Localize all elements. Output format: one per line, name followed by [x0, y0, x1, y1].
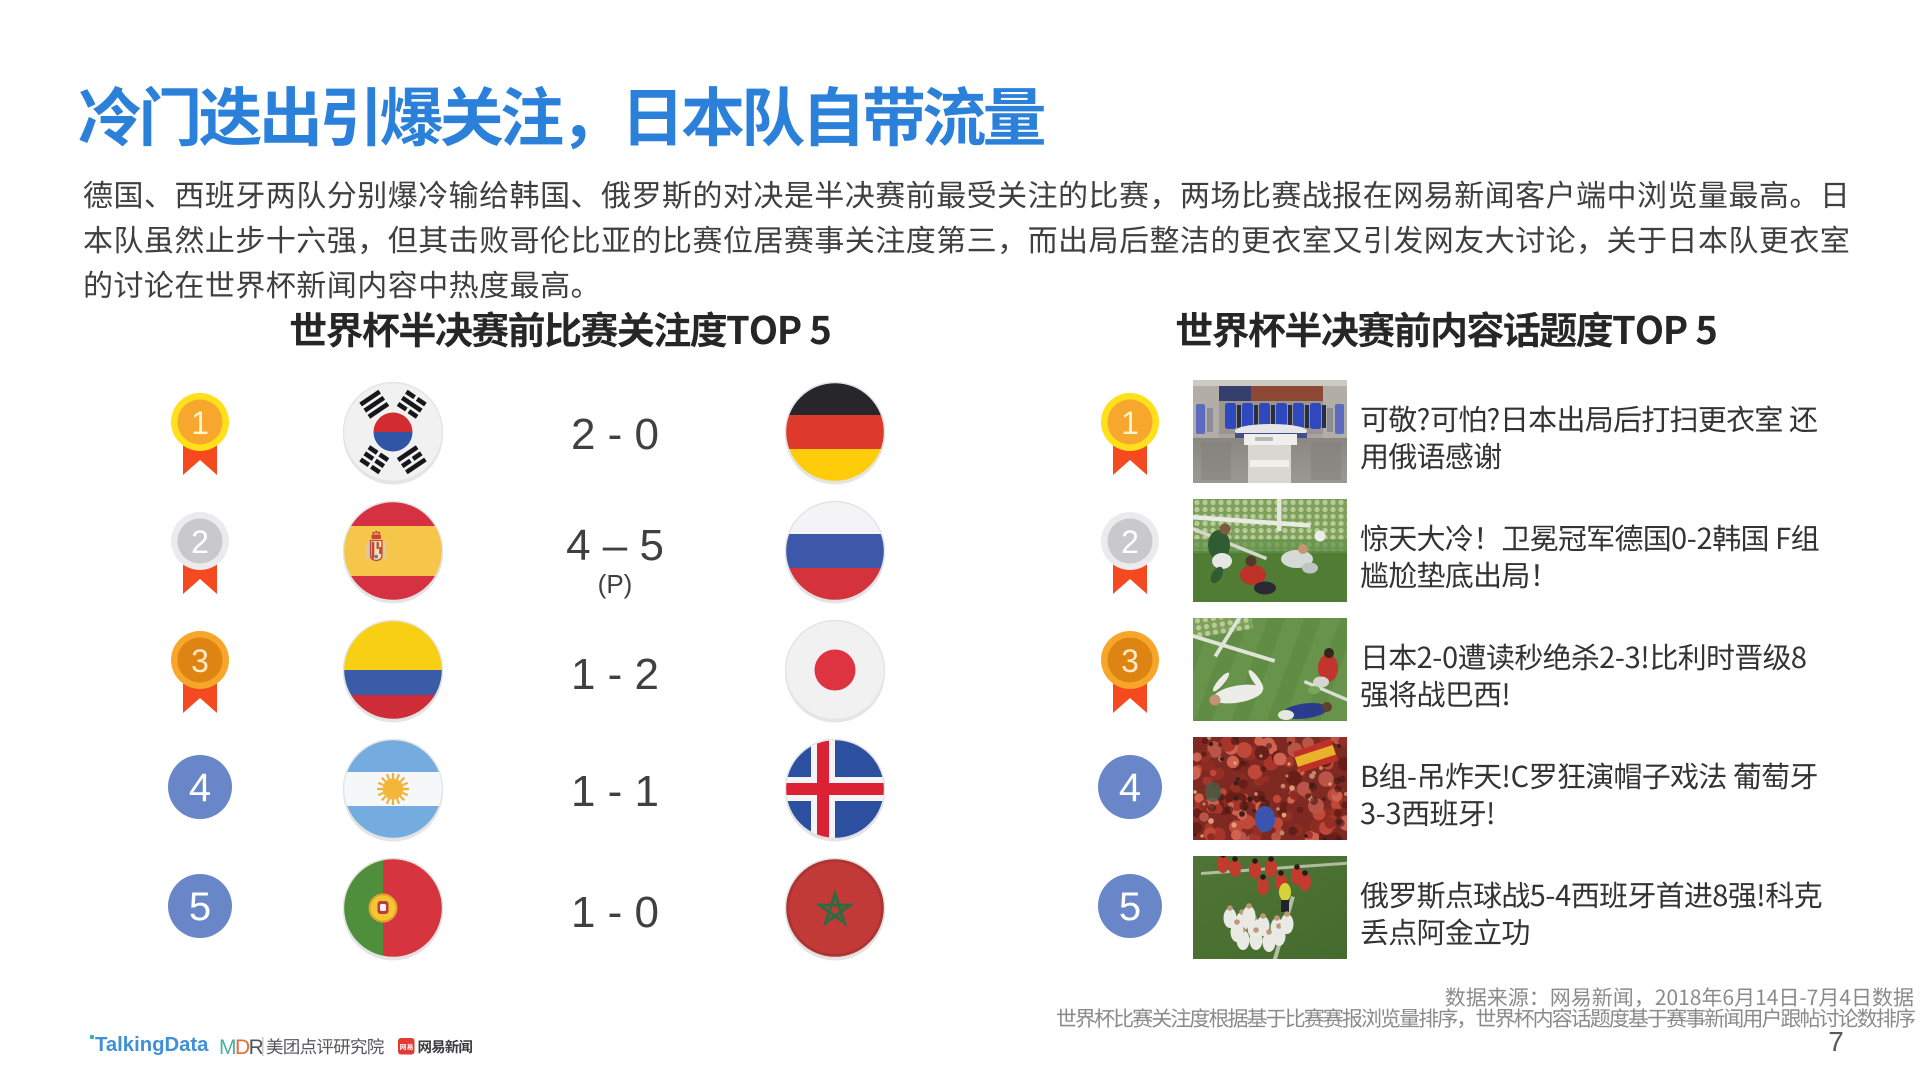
svg-text:2: 2 — [1121, 524, 1139, 560]
svg-text:4: 4 — [1119, 766, 1141, 810]
svg-text:1 - 2: 1 - 2 — [571, 650, 659, 699]
svg-text:1: 1 — [191, 405, 209, 441]
svg-text:(P): (P) — [598, 569, 633, 599]
svg-text:4: 4 — [189, 766, 211, 810]
svg-text:TalkingData: TalkingData — [95, 1034, 209, 1056]
svg-text:1: 1 — [1121, 405, 1139, 441]
svg-text:5: 5 — [189, 885, 211, 929]
svg-text:3: 3 — [191, 643, 209, 679]
svg-text:4 – 5: 4 – 5 — [566, 521, 664, 570]
svg-text:2 - 0: 2 - 0 — [571, 410, 659, 459]
svg-text:1 - 1: 1 - 1 — [571, 767, 659, 816]
svg-text:2: 2 — [191, 524, 209, 560]
svg-text:5: 5 — [1119, 885, 1141, 929]
svg-text:3: 3 — [1121, 643, 1139, 679]
svg-text:1 - 0: 1 - 0 — [571, 888, 659, 937]
svg-text:7: 7 — [1828, 1026, 1844, 1057]
svg-text:MDR: MDR — [219, 1036, 264, 1059]
